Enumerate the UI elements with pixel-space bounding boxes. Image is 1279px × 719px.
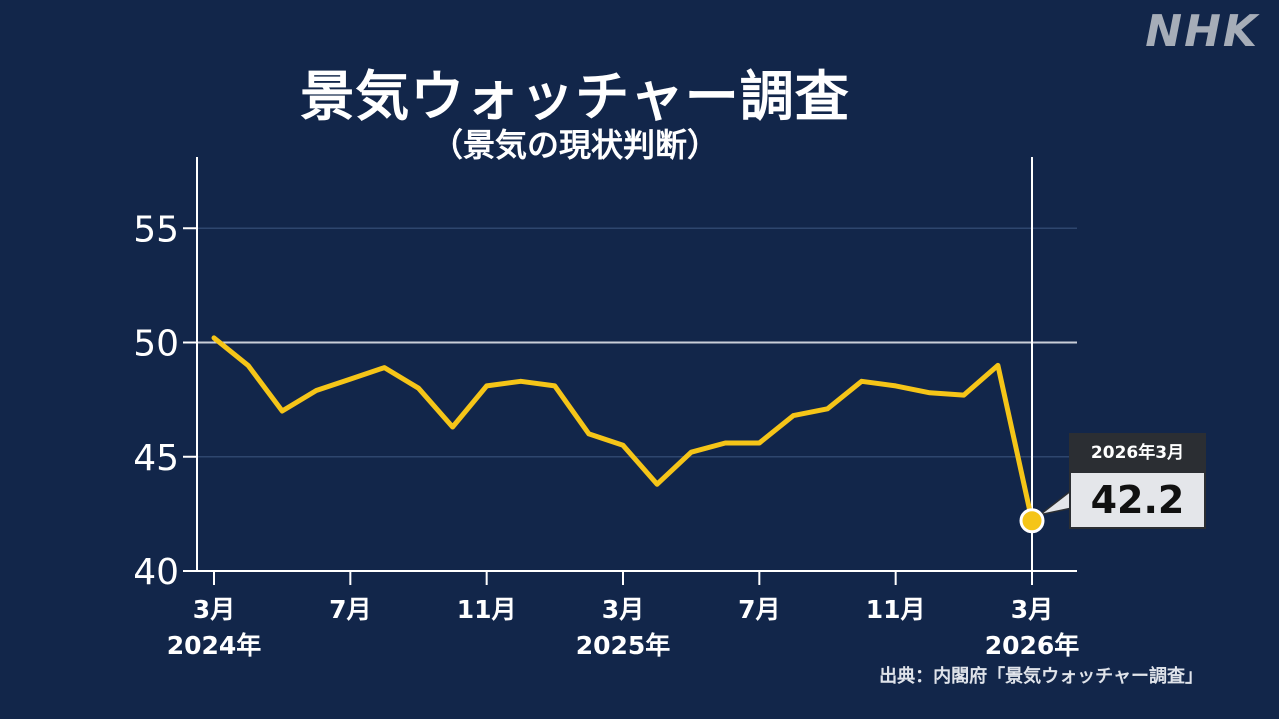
y-tick-label: 40 — [133, 552, 179, 593]
x-tick-label-month: 11月 — [866, 595, 926, 624]
x-tick-label-month: 11月 — [457, 595, 517, 624]
y-tick-label: 50 — [133, 324, 179, 365]
callout-period: 2026年3月 — [1069, 433, 1206, 473]
latest-data-point — [1019, 508, 1045, 534]
x-tick-label-year: 2026年 — [985, 631, 1080, 660]
x-tick-label-year: 2025年 — [576, 631, 671, 660]
y-tick-label: 45 — [133, 438, 179, 479]
callout-value: 42.2 — [1069, 473, 1206, 529]
series-polyline — [211, 335, 1035, 524]
x-tick-label-month: 3月 — [193, 595, 235, 624]
x-tick-label-month: 7月 — [738, 595, 780, 624]
y-tick-label: 55 — [133, 209, 179, 250]
gridlines — [197, 157, 1077, 571]
callout-pointer — [1039, 488, 1073, 516]
source-note: 出典：内閣府「景気ウォッチャー調査」 — [879, 666, 1203, 687]
series-line — [211, 335, 1073, 534]
x-tick-label-year: 2024年 — [167, 631, 262, 660]
chart-subtitle: （景気の現状判断） — [430, 126, 719, 164]
x-tick-label-month: 3月 — [1011, 595, 1053, 624]
nhk-logo: NHK — [1145, 6, 1259, 57]
axes — [183, 157, 1077, 585]
tick-labels: 40 45 50 55 3月 2024年 7月 11月 3月 2025年 7月 11月 3月 2026年 — [133, 209, 1079, 660]
latest-value-callout: 2026年3月 42.2 — [1069, 433, 1206, 531]
x-tick-label-month: 7月 — [329, 595, 371, 624]
chart-title: 景気ウォッチャー調査 — [300, 65, 850, 128]
x-tick-label-month: 3月 — [602, 595, 644, 624]
